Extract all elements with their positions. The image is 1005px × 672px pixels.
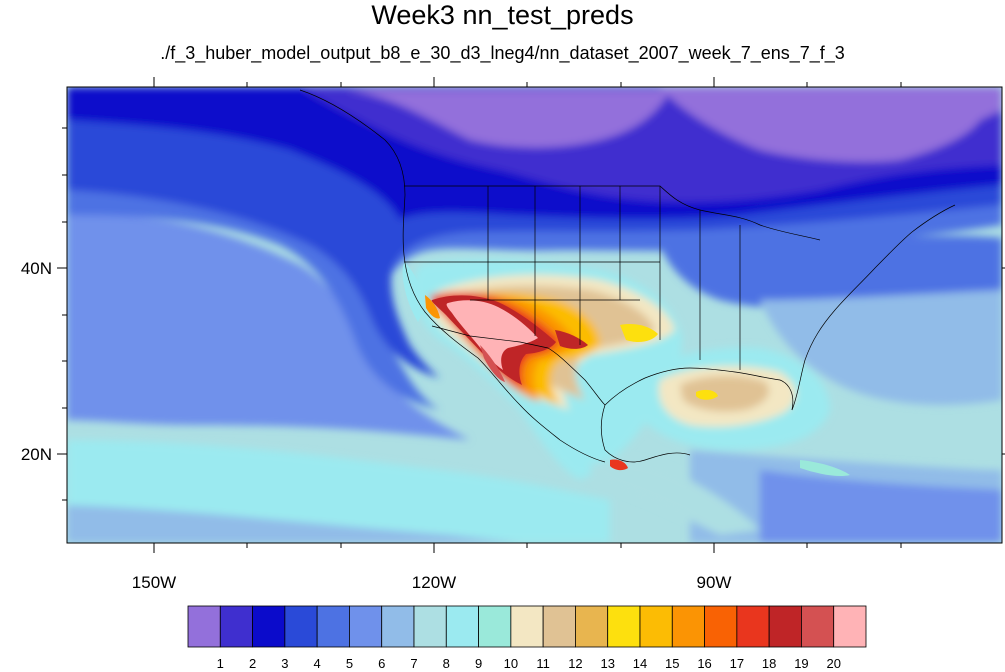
field-mexico-red xyxy=(610,459,628,471)
colorbar-label: 20 xyxy=(826,656,840,671)
field-hudson-purple xyxy=(345,90,670,148)
plot-subtitle: ./f_3_huber_model_output_b8_e_30_d3_lneg… xyxy=(160,43,845,63)
lon-ticks xyxy=(153,77,902,553)
colorbar-swatch xyxy=(801,605,835,648)
colorbar-swatch xyxy=(575,605,609,648)
field-atlantic xyxy=(760,290,1002,405)
field-caribbean-east xyxy=(760,470,1002,543)
coastline-east xyxy=(791,204,956,411)
colorbar-swatch xyxy=(833,605,867,648)
colorbar-label: 13 xyxy=(600,656,614,671)
map-field xyxy=(67,87,1002,543)
field-pacific-mid xyxy=(67,214,470,440)
colorbar-swatch xyxy=(284,605,318,648)
colorbar-swatch xyxy=(736,605,770,648)
colorbar-swatch xyxy=(768,605,802,648)
colorbar-label: 19 xyxy=(794,656,808,671)
colorbar-swatch xyxy=(381,605,415,648)
colorbar-swatch xyxy=(187,605,221,648)
colorbar-label: 3 xyxy=(281,656,288,671)
lon-tick-label-150w: 150W xyxy=(132,573,176,592)
border-states-v xyxy=(487,186,741,370)
coastline-west xyxy=(299,89,606,463)
colorbar-swatch xyxy=(607,605,641,648)
field-central-america xyxy=(590,459,760,535)
lon-tick-label-120w: 120W xyxy=(412,573,456,592)
lat-tick-label-20n: 20N xyxy=(21,445,52,464)
colorbar-swatch xyxy=(219,605,253,648)
lon-tick-label-90w: 90W xyxy=(697,573,732,592)
field-orange-gulf xyxy=(680,375,769,412)
colorbar-swatch xyxy=(510,605,544,648)
lat-tick-label-40n: 40N xyxy=(21,259,52,278)
colorbar-label: 12 xyxy=(568,656,582,671)
colorbar-swatch xyxy=(252,605,286,648)
colorbar-swatch xyxy=(639,605,673,648)
colorbar-swatch xyxy=(671,605,705,648)
colorbar: 1 2 3 4 5 6 7 8 9 10 11 12 13 14 15 16 17 18 19 20 xyxy=(187,605,867,671)
field-eastern-us xyxy=(660,235,1002,309)
field-south-edge xyxy=(67,505,520,543)
field-baja-red xyxy=(480,345,505,382)
border-states-h1 xyxy=(404,261,660,301)
colorbar-label: 15 xyxy=(665,656,679,671)
colorbar-label: 10 xyxy=(504,656,518,671)
border-us-canada xyxy=(404,185,821,241)
colorbar-label: 6 xyxy=(378,656,385,671)
colorbar-swatch xyxy=(349,605,383,648)
colorbar-label: 16 xyxy=(697,656,711,671)
colorbar-label: 4 xyxy=(314,656,321,671)
colorbar-label: 2 xyxy=(249,656,256,671)
colorbar-swatch xyxy=(445,605,479,648)
colorbar-label: 11 xyxy=(536,656,550,671)
colorbar-label: 9 xyxy=(475,656,482,671)
coastline-yucatan xyxy=(600,404,691,463)
lat-ticks xyxy=(57,127,1005,501)
field-coastal-orange xyxy=(425,295,440,319)
colorbar-swatch xyxy=(413,605,447,648)
colorbar-swatch xyxy=(478,605,512,648)
colorbar-label: 5 xyxy=(346,656,353,671)
map-boundaries xyxy=(299,89,956,463)
colorbar-swatch xyxy=(542,605,576,648)
plot-title: Week3 nn_test_preds xyxy=(371,0,634,30)
colorbar-swatch xyxy=(316,605,350,648)
colorbar-label: 18 xyxy=(762,656,776,671)
colorbar-label: 1 xyxy=(217,656,224,671)
coastline-gulf xyxy=(604,367,794,411)
field-canada-purple xyxy=(330,87,1002,162)
colorbar-label: 14 xyxy=(633,656,647,671)
colorbar-label: 17 xyxy=(730,656,744,671)
colorbar-swatch xyxy=(704,605,738,648)
field-texas-yellow xyxy=(620,324,658,342)
colorbar-label: 7 xyxy=(410,656,417,671)
field-gulf-yellow xyxy=(696,389,718,400)
field-cuba-cyan xyxy=(800,460,850,477)
colorbar-label: 8 xyxy=(443,656,450,671)
border-us-mexico xyxy=(431,325,606,406)
field-pink-core xyxy=(446,300,538,370)
